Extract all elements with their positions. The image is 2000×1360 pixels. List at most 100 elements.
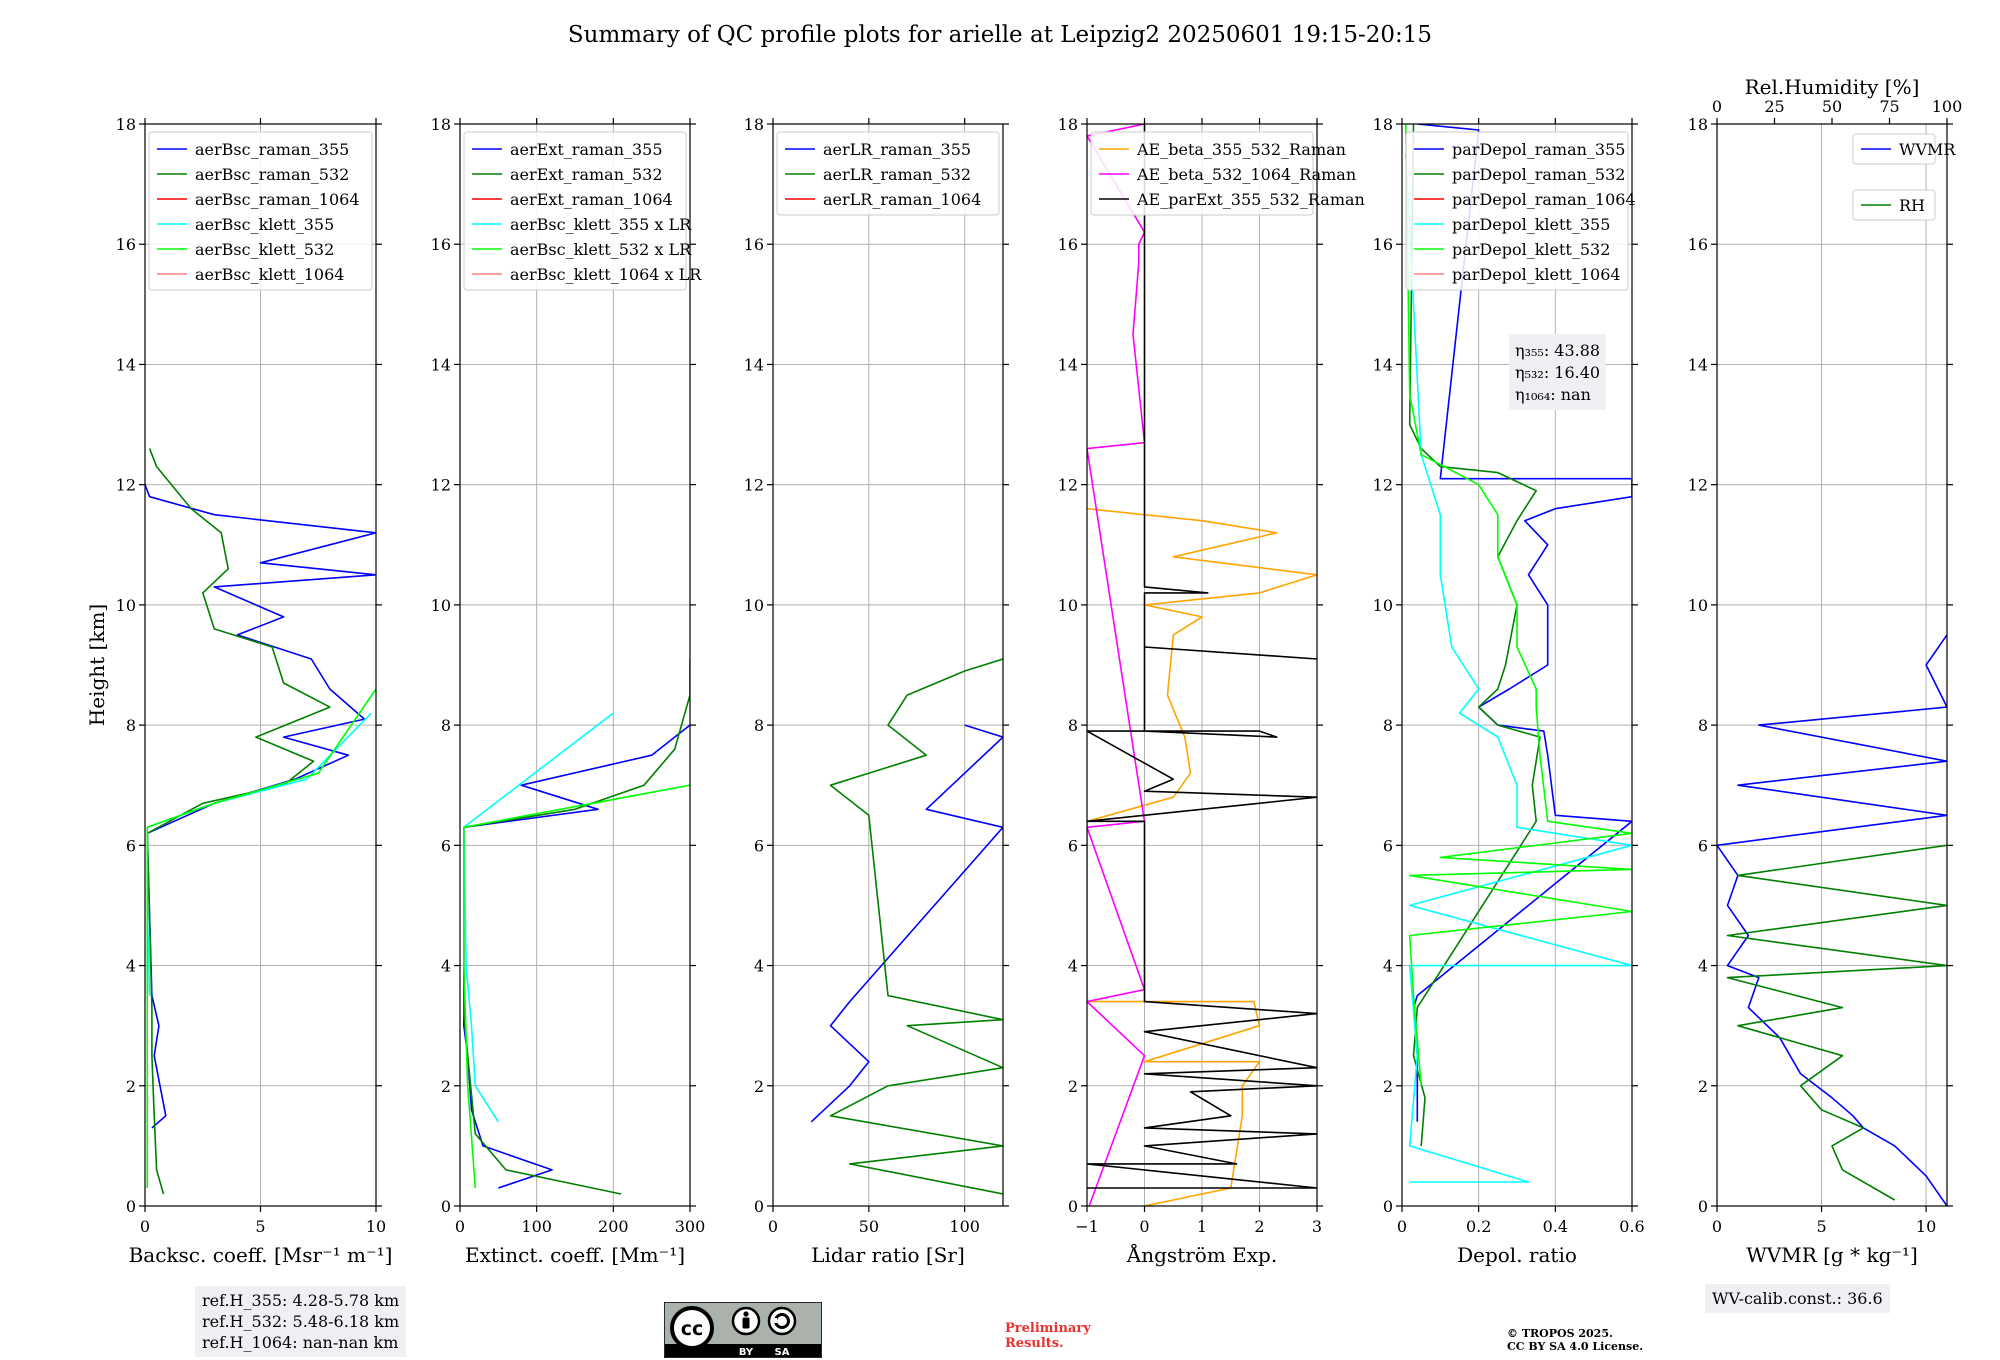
legend-label: aerBsc_klett_532 [195,240,334,259]
x-axis-label: Ångström Exp. [1126,1242,1277,1267]
series-line-aerext-raman-355 [462,724,690,1189]
series-line-ae-parext-355-532-raman [1087,124,1317,1189]
legend-label: aerBsc_klett_355 [195,215,334,234]
legend-box [463,131,687,291]
legend-box [148,131,373,291]
legend-box [1090,131,1314,216]
y-tick-label: 2 [754,1077,764,1096]
series-group [810,658,1003,1195]
ref-height-1064: ref.H_1064: nan-nan km [202,1333,399,1352]
series-group [1717,634,1947,1206]
y-tick-label: 0 [1068,1197,1078,1216]
y-tick-label: 0 [1383,1197,1393,1216]
x-tick-label: 0.4 [1543,1217,1568,1236]
top-x-tick-label: 75 [1879,97,1899,116]
legend-label: aerExt_raman_532 [510,165,663,184]
plot-frame [772,123,1004,1207]
x-tick-label: 2 [1254,1217,1264,1236]
legend-label: aerBsc_raman_532 [195,165,349,184]
legend-label: parDepol_klett_532 [1452,240,1610,259]
series-line-aerbsc-klett-532-x-lr [462,784,690,1189]
y-tick-label: 18 [1058,115,1078,134]
y-tick-label: 6 [126,836,136,855]
y-tick-label: 16 [431,235,451,254]
y-tick-label: 12 [116,476,136,495]
reference-height-box: ref.H_355: 4.28-5.78 km ref.H_532: 5.48-… [195,1286,407,1357]
x-axis-label: Depol. ratio [1457,1243,1577,1267]
figure-title: Summary of QC profile plots for arielle … [567,22,1433,48]
y-tick-label: 8 [126,716,136,735]
series-line-aerbsc-klett-355-x-lr [462,712,614,1123]
y-tick-label: 6 [754,836,764,855]
y-tick-label: 6 [1698,836,1708,855]
y-tick-label: 4 [1383,957,1393,976]
top-x-tick-label: 0 [1712,97,1722,116]
legend-label: aerLR_raman_355 [823,140,971,159]
legend-label: aerLR_raman_532 [823,165,971,184]
copyright-note: © TROPOS 2025. CC BY SA 4.0 License. [1507,1327,1643,1353]
legend-label: aerBsc_klett_532 x LR [510,240,692,259]
x-tick-label: 0.2 [1466,1217,1491,1236]
x-axis-label: Extinct. coeff. [Mm⁻¹] [465,1243,685,1267]
x-tick-label: 200 [598,1217,629,1236]
series-line-ae-beta-532-1064-raman [1087,124,1146,1206]
legend-label: parDepol_raman_1064 [1452,190,1636,209]
x-tick-label: 100 [949,1217,980,1236]
y-tick-label: 12 [1058,476,1078,495]
series-line-aerlr-raman-355 [810,724,1003,1123]
y-tick-label: 12 [1688,476,1708,495]
y-tick-label: 18 [1373,115,1393,134]
ref-height-355: ref.H_355: 4.28-5.78 km [202,1291,400,1310]
legend-label: aerLR_raman_1064 [823,190,981,209]
legend-label: aerExt_raman_1064 [510,190,673,209]
y-tick-label: 16 [116,235,136,254]
annotation-line: η₅₃₂: 16.40 [1515,363,1600,382]
panel-3: 0 2 4 6 8 10 12 14 16 18 0 50 100 Lidar ratio [Sr] aer… [744,115,1009,1267]
series-group [462,659,690,1195]
series-line-aerbsc-klett-532 [146,688,376,1188]
series-group [145,448,376,1195]
x-tick-label: 5 [1816,1217,1826,1236]
y-tick-label: 8 [1068,716,1078,735]
copyright-line-1: © TROPOS 2025. [1507,1327,1613,1340]
y-tick-label: 6 [1068,836,1078,855]
legend-label: parDepol_klett_1064 [1452,265,1621,284]
y-tick-label: 0 [126,1197,136,1216]
y-tick-label: 8 [1698,716,1708,735]
y-tick-label: 0 [754,1197,764,1216]
y-tick-label: 18 [116,115,136,134]
legend-label: AE_beta_355_532_Raman [1136,140,1346,159]
x-tick-label: 0 [140,1217,150,1236]
y-tick-label: 14 [744,355,764,374]
y-tick-label: 2 [126,1077,136,1096]
plot-frame [1401,123,1633,1207]
y-tick-label: 18 [1688,115,1708,134]
y-tick-label: 12 [744,476,764,495]
legend-label: parDepol_klett_355 [1452,215,1610,234]
x-tick-label: 3 [1312,1217,1322,1236]
legend-box [1852,189,1936,221]
y-tick-label: 4 [754,957,764,976]
annotation-box [1509,334,1606,410]
panel-5: 0 2 4 6 8 10 12 14 16 18 0 0.2 0.4 0.6 Depol. ratio par… [1373,115,1645,1267]
y-tick-label: 12 [431,476,451,495]
legend-label: parDepol_raman_355 [1452,140,1625,159]
by-attribution-icon [731,1306,761,1336]
legend-label: aerBsc_raman_1064 [195,190,360,209]
y-tick-label: 16 [1373,235,1393,254]
series-line-aerbsc-raman-532 [146,448,331,1195]
legend-label: aerBsc_raman_355 [195,140,349,159]
y-tick-label: 0 [1698,1197,1708,1216]
y-tick-label: 4 [126,957,136,976]
top-x-tick-label: 50 [1822,97,1842,116]
x-tick-label: 5 [255,1217,265,1236]
y-tick-label: 10 [1058,596,1078,615]
y-tick-label: 0 [441,1197,451,1216]
y-tick-label: 8 [1383,716,1393,735]
preliminary-line-1: Preliminary [1005,1321,1091,1336]
series-group [1405,124,1632,1183]
series-line-pardepol-klett-532 [1405,124,1632,1086]
